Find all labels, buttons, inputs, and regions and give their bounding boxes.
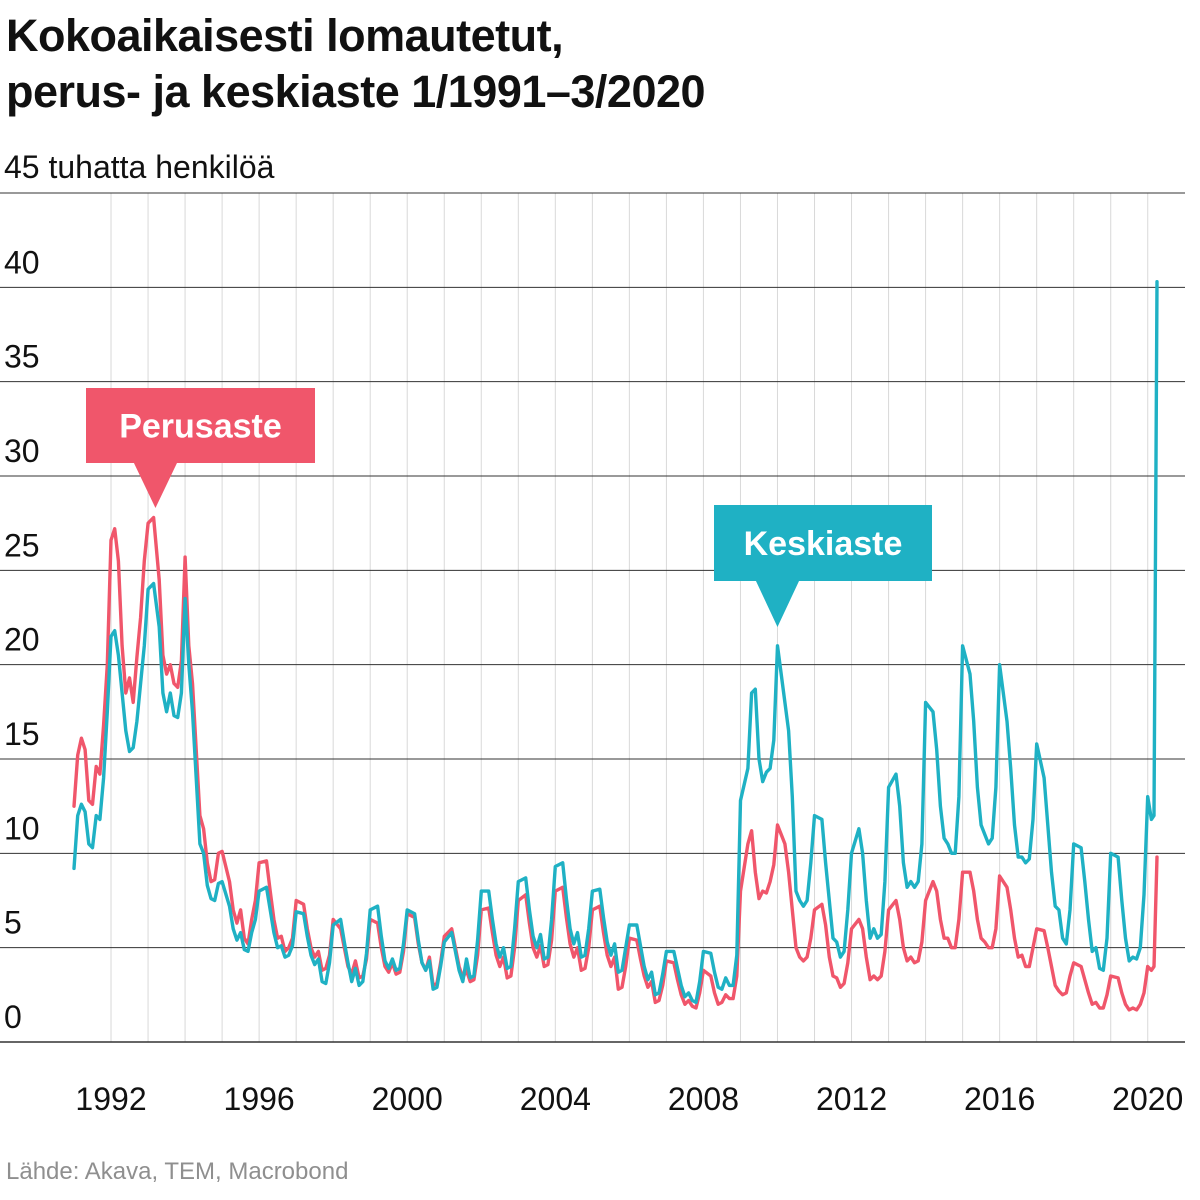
callout-label: Perusaste bbox=[119, 408, 282, 446]
y-tick-label: 25 bbox=[4, 527, 40, 563]
vertical-gridlines bbox=[110, 193, 1149, 1042]
chart-title: Kokoaikaisesti lomautetut, perus- ja kes… bbox=[6, 8, 706, 120]
y-tick-label: 30 bbox=[4, 433, 40, 469]
x-tick-label: 1996 bbox=[224, 1081, 295, 1117]
y-axis-top-label: 45 tuhatta henkilöä bbox=[4, 149, 275, 185]
callout-label: Keskiaste bbox=[744, 525, 903, 563]
x-tick-label: 2016 bbox=[964, 1081, 1035, 1117]
x-tick-label: 2012 bbox=[816, 1081, 887, 1117]
horizontal-gridlines bbox=[0, 192, 1185, 1043]
series-line-keskiaste bbox=[72, 280, 1159, 1005]
y-tick-label: 10 bbox=[4, 810, 40, 846]
callout-pointer bbox=[133, 462, 178, 508]
callout-pointer bbox=[755, 580, 800, 627]
y-tick-label: 15 bbox=[4, 716, 40, 752]
callout-perusaste: Perusaste bbox=[86, 388, 315, 508]
series-line-perusaste bbox=[72, 515, 1159, 1012]
x-tick-label: 1992 bbox=[75, 1081, 146, 1117]
x-axis-tick-labels: 1992 1996 2000 2004 2008 2012 2016 2020 bbox=[75, 1081, 1183, 1117]
y-tick-label: 40 bbox=[4, 244, 40, 280]
series-lines bbox=[72, 280, 1159, 1012]
source-note: Lähde: Akava, TEM, Macrobond bbox=[6, 1158, 349, 1185]
callout-box bbox=[714, 505, 932, 581]
y-tick-label: 5 bbox=[4, 905, 22, 941]
x-tick-label: 2000 bbox=[372, 1081, 443, 1117]
x-tick-label: 2020 bbox=[1112, 1081, 1183, 1117]
y-tick-label: 0 bbox=[4, 999, 22, 1035]
callout-box bbox=[86, 388, 315, 463]
callout-keskiaste: Keskiaste bbox=[714, 505, 932, 627]
title-line-1: Kokoaikaisesti lomautetut, bbox=[6, 10, 564, 61]
y-tick-label: 35 bbox=[4, 339, 40, 375]
y-tick-label: 20 bbox=[4, 622, 40, 658]
title-line-2: perus- ja keskiaste 1/1991–3/2020 bbox=[6, 66, 706, 117]
x-tick-label: 2004 bbox=[520, 1081, 591, 1117]
y-axis-tick-labels: 0 5 10 15 20 25 30 35 40 bbox=[4, 244, 40, 1035]
series-callouts: Perusaste Keskiaste bbox=[86, 388, 932, 627]
x-tick-label: 2008 bbox=[668, 1081, 739, 1117]
